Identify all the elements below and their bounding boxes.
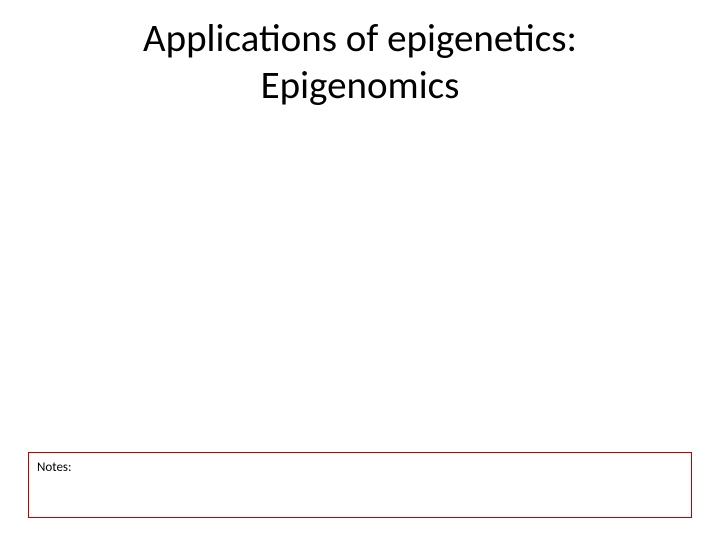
notes-box: Notes: [28, 452, 692, 518]
title-line-1: Applications of epigenetics: [0, 16, 720, 63]
slide-title: Applications of epigenetics: Epigenomics [0, 16, 720, 110]
notes-label: Notes: [37, 460, 72, 475]
slide-container: Applications of epigenetics: Epigenomics… [0, 0, 720, 540]
title-line-2: Epigenomics [0, 63, 720, 110]
